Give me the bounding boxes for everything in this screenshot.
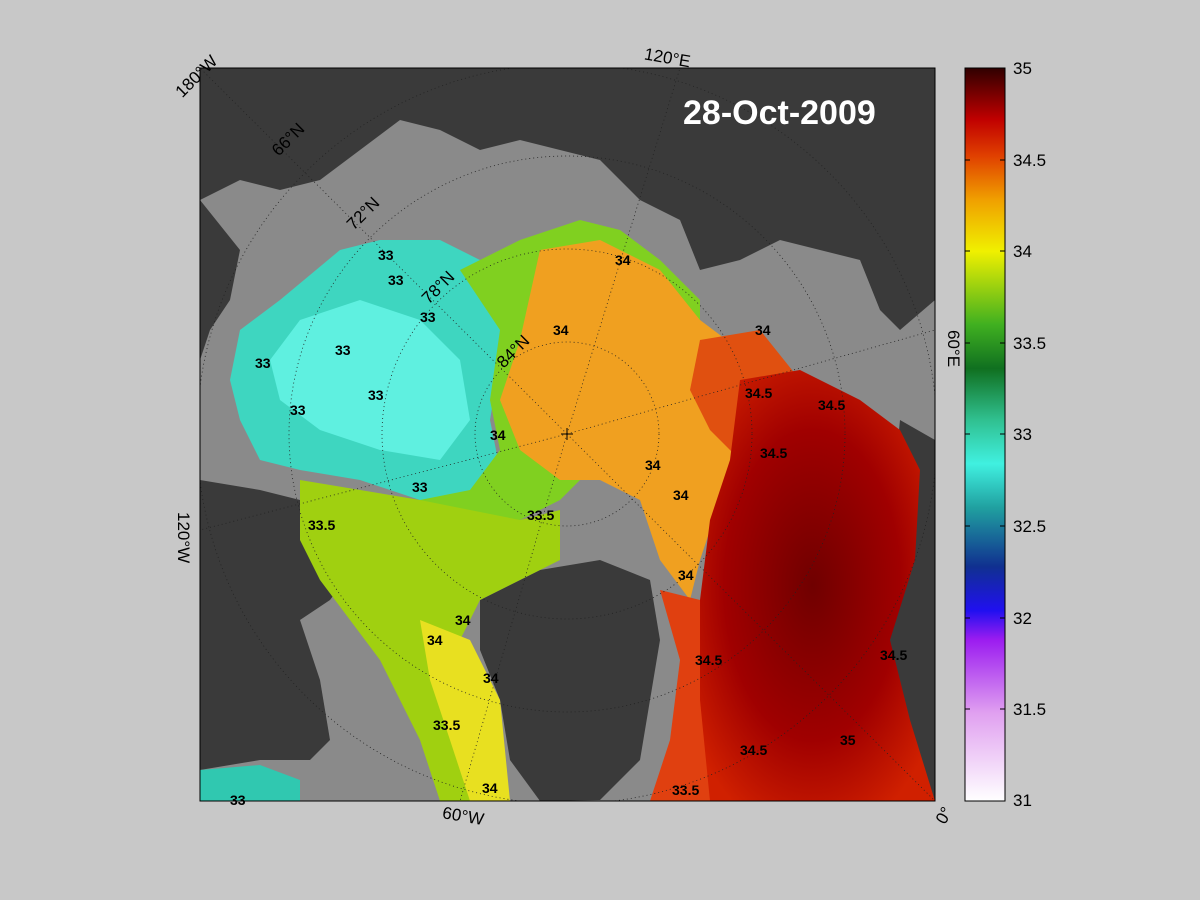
lon-label-120w: 120°W — [174, 512, 193, 563]
lon-label-60w: 60°W — [441, 803, 485, 829]
greenland-land — [480, 560, 660, 801]
contour-label: 33.5 — [308, 517, 335, 533]
contour-label: 34 — [483, 670, 499, 686]
colorbar: 35 34.5 34 33.5 33 32.5 32 31.5 31 — [964, 59, 1046, 810]
contour-label: 33 — [412, 479, 428, 495]
map-area — [200, 68, 935, 801]
longitude-grid — [200, 68, 935, 801]
colorbar-gradient — [964, 67, 1006, 802]
contour-label: 34.5 — [880, 647, 907, 663]
contour-label: 33 — [388, 272, 404, 288]
colorbar-tick-label: 33 — [1013, 425, 1032, 444]
latitude-grid — [200, 68, 935, 801]
contour-label: 33.5 — [433, 717, 460, 733]
contour-label: 34 — [615, 252, 631, 268]
contour-label: 33 — [368, 387, 384, 403]
colorbar-tick-label: 34 — [1013, 242, 1032, 261]
contour-label: 34 — [678, 567, 694, 583]
contour-label: 34 — [482, 780, 498, 796]
contour-label: 33.5 — [527, 507, 554, 523]
hudson-bay-cyan — [200, 765, 300, 801]
map-border — [199, 67, 936, 802]
contour-label: 34 — [553, 322, 569, 338]
colorbar-tick-label: 34.5 — [1013, 151, 1046, 170]
contour-label: 34.5 — [745, 385, 772, 401]
contour-label: 34.5 — [760, 445, 787, 461]
contour-label: 34.5 — [695, 652, 722, 668]
contour-label: 34 — [673, 487, 689, 503]
contour-label: 33 — [255, 355, 271, 371]
colorbar-tick-label: 32 — [1013, 609, 1032, 628]
lon-label-120e: 120°E — [643, 45, 692, 72]
contour-label: 33.5 — [672, 782, 699, 798]
contour-label: 34 — [455, 612, 471, 628]
greenland-sea-orange — [650, 590, 710, 801]
baffin-bay-yellow — [420, 620, 510, 801]
colorbar-ticks — [965, 159, 1005, 710]
contour-label: 33 — [230, 792, 246, 808]
colorbar-tick-label: 33.5 — [1013, 334, 1046, 353]
siberia-land — [200, 68, 935, 330]
canada-basin-light — [270, 300, 470, 460]
contour-label: 34 — [755, 322, 771, 338]
contour-labels: 33 33 33 33 33 33 33 33 33.5 33.5 33.5 3… — [230, 247, 907, 808]
colorbar-tick-label: 31 — [1013, 791, 1032, 810]
alaska-land — [200, 200, 240, 360]
contour-label: 35 — [840, 732, 856, 748]
colorbar-tick-label: 32.5 — [1013, 517, 1046, 536]
contour-label: 33 — [290, 402, 306, 418]
contour-label: 34.5 — [818, 397, 845, 413]
colorbar-tick-label: 35 — [1013, 59, 1032, 78]
north-pole-marker — [561, 428, 573, 440]
contour-label: 33 — [378, 247, 394, 263]
lon-label-0: 0° — [932, 804, 957, 828]
colorbar-tick-label: 31.5 — [1013, 700, 1046, 719]
contour-label: 33 — [420, 309, 436, 325]
barents-sea-red — [690, 370, 935, 801]
contour-label: 34.5 — [740, 742, 767, 758]
lon-label-60e: 60°E — [944, 330, 963, 367]
contour-label: 34 — [427, 632, 443, 648]
contour-label: 33 — [335, 342, 351, 358]
date-label: 28-Oct-2009 — [683, 94, 876, 132]
contour-label: 34 — [645, 457, 661, 473]
contour-label: 34 — [490, 427, 506, 443]
eurasian-basin-orange — [500, 240, 760, 600]
